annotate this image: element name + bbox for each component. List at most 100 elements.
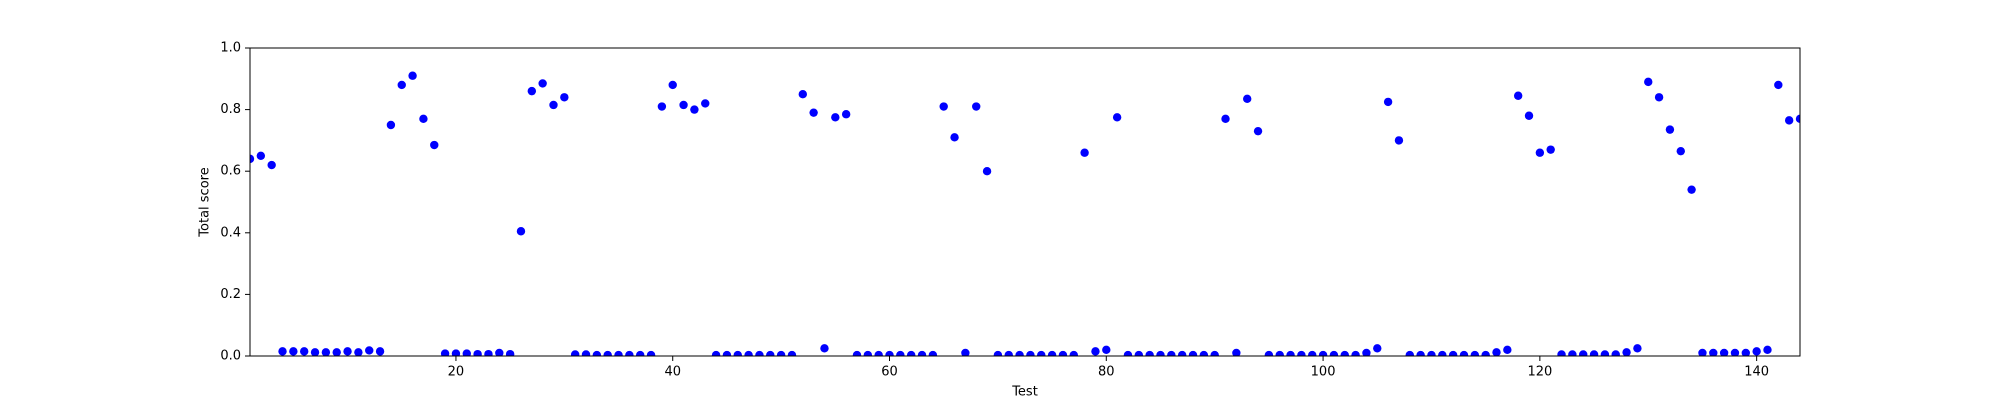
point (256, 151, 266, 160)
point (1654, 93, 1664, 102)
point (776, 350, 786, 356)
point (1676, 146, 1685, 156)
point (1275, 350, 1284, 356)
point (722, 350, 732, 356)
point (1546, 145, 1555, 154)
y-tick-label: 0.8 (220, 102, 241, 117)
point (1286, 350, 1295, 356)
y-axis-label: Total score (198, 167, 213, 237)
point (581, 350, 591, 356)
point (1730, 348, 1740, 356)
x-tick-label: 140 (1744, 365, 1769, 380)
point (1665, 125, 1675, 134)
axes-frame (249, 47, 1801, 357)
x-tick-label: 20 (448, 365, 465, 380)
point (1362, 348, 1371, 356)
y-tick-label: 0.0 (220, 349, 241, 364)
point (1752, 347, 1761, 356)
point (343, 347, 352, 356)
point (1394, 136, 1404, 145)
point (1470, 350, 1480, 356)
point (1698, 348, 1707, 356)
point (516, 227, 526, 236)
point (250, 154, 255, 164)
point (1774, 80, 1783, 90)
point (1004, 350, 1013, 356)
point (1297, 350, 1306, 356)
point (603, 350, 612, 356)
point (939, 102, 948, 111)
y-tick-label: 0.2 (220, 287, 241, 302)
point (657, 102, 667, 111)
x-tick-label: 40 (664, 365, 681, 380)
point (1633, 344, 1642, 353)
point (1080, 148, 1089, 157)
point (462, 349, 471, 356)
point (787, 350, 797, 356)
point (332, 348, 341, 356)
point (430, 140, 439, 150)
point (1199, 350, 1209, 356)
point (451, 349, 461, 356)
point (1405, 350, 1414, 356)
point (701, 99, 710, 108)
point (1644, 77, 1653, 87)
point (1177, 350, 1187, 356)
point (1037, 350, 1046, 356)
point (1795, 114, 1800, 124)
x-axis-label: Test (1011, 385, 1038, 400)
point (896, 350, 905, 356)
point (408, 71, 417, 80)
point (1524, 111, 1534, 120)
point (1134, 350, 1144, 356)
point (831, 113, 840, 122)
point (1015, 350, 1024, 356)
point (1221, 114, 1230, 124)
point (820, 344, 829, 353)
point (1091, 347, 1100, 356)
point (733, 350, 742, 356)
point (744, 350, 753, 356)
point (1210, 350, 1219, 356)
point (592, 350, 602, 356)
point (841, 110, 851, 119)
point (1145, 350, 1154, 356)
point (473, 349, 482, 356)
point (440, 349, 450, 356)
point (1047, 350, 1057, 356)
point (766, 350, 775, 356)
point (299, 347, 309, 356)
point (1112, 113, 1122, 122)
point (1459, 350, 1469, 356)
x-tick-label: 120 (1527, 365, 1552, 380)
y-tick-label: 0.4 (220, 225, 241, 240)
point (614, 350, 623, 356)
point (527, 86, 537, 96)
point (1763, 345, 1772, 355)
point (1709, 348, 1718, 356)
point (484, 349, 493, 356)
point (1568, 350, 1577, 356)
point (1026, 350, 1035, 356)
point (1351, 350, 1360, 356)
point (798, 90, 807, 99)
point (1308, 350, 1317, 356)
point (863, 350, 873, 356)
point (1503, 345, 1512, 355)
point (1784, 116, 1794, 125)
point (1373, 344, 1382, 353)
point (495, 348, 504, 356)
point (1589, 350, 1599, 356)
point (267, 160, 276, 170)
point (885, 350, 894, 356)
point (1448, 350, 1458, 356)
point (397, 80, 406, 90)
point (505, 349, 515, 356)
point (1513, 91, 1523, 100)
point (1264, 350, 1274, 356)
point (1188, 350, 1198, 356)
point (1557, 350, 1566, 356)
y-tick-label: 1.0 (220, 41, 241, 56)
point (570, 350, 580, 356)
